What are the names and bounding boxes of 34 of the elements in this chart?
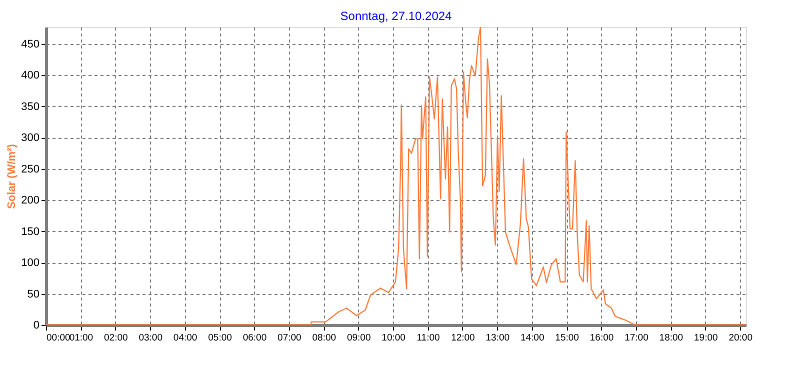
- x-tick-label: 13:00: [486, 332, 510, 344]
- chart-title: Sonntag, 27.10.2024: [340, 9, 452, 23]
- y-tick-label: 50: [27, 288, 40, 300]
- x-tick-label: 09:00: [346, 332, 371, 344]
- y-tick-label: 250: [21, 163, 40, 176]
- x-tick-label: 07:00: [278, 332, 302, 344]
- x-tick-label: 18:00: [659, 332, 684, 344]
- x-tick-label: 03:00: [138, 332, 163, 344]
- x-tick-label: 19:00: [694, 332, 718, 344]
- x-tick-label: 14:00: [520, 332, 544, 344]
- line-series: [46, 27, 746, 325]
- x-tick-label: 05:00: [208, 332, 232, 344]
- x-tick-label: 02:00: [104, 332, 128, 344]
- x-tick-label: 15:00: [555, 332, 579, 344]
- x-tick-label: 08:00: [312, 332, 336, 344]
- x-tick-label: 11:00: [416, 332, 440, 344]
- y-tick-label: 150: [21, 226, 40, 238]
- y-tick-label: 200: [21, 194, 40, 207]
- y-tick-label: 450: [21, 38, 40, 50]
- x-tick-label: 12:00: [451, 332, 475, 344]
- y-tick-label: 0: [33, 320, 40, 332]
- x-tick-label: 00:00: [46, 332, 70, 344]
- x-tick-label: 20:00: [728, 332, 752, 344]
- y-tick-label: 300: [21, 132, 40, 144]
- x-tick-label: 17:00: [624, 332, 648, 344]
- x-tick-label: 16:00: [590, 332, 614, 344]
- x-tick-label: 04:00: [173, 332, 198, 344]
- y-tick-label: 400: [21, 70, 40, 82]
- y-tick-label: 100: [21, 257, 40, 270]
- y-axis-title: Solar (W/m²): [6, 144, 18, 209]
- x-tick-label: 10:00: [382, 332, 406, 344]
- x-tick-label: 01:00: [69, 332, 94, 344]
- x-tick-label: 06:00: [242, 332, 267, 344]
- y-tick-label: 350: [21, 100, 40, 113]
